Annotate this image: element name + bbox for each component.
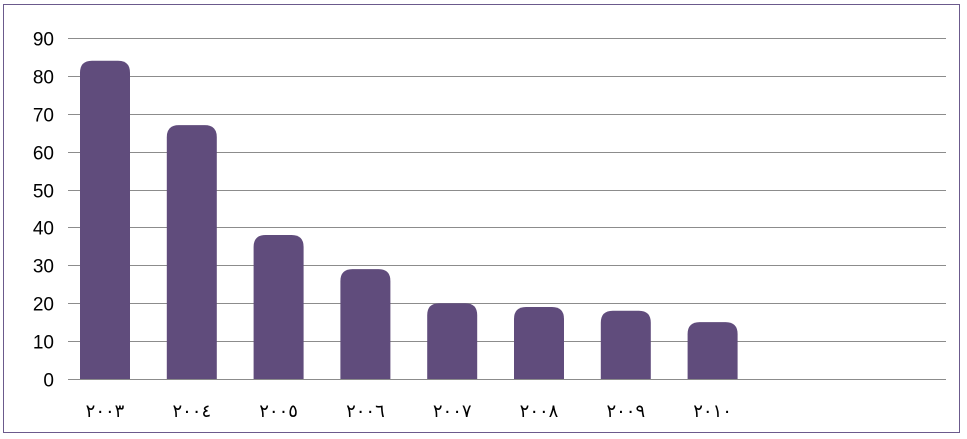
x-category-label: ٢٠٠٨ [520,401,559,422]
bar-3 [340,269,391,379]
y-tick-label: 20 [33,295,54,316]
y-tick-label: 40 [33,219,54,240]
x-category-label: ٢٠٠٥ [259,401,298,422]
x-category-label: ٢٠٠٧ [433,401,472,422]
y-tick-label: 60 [33,144,54,165]
bar-0 [80,60,130,379]
bar-2 [253,235,304,379]
x-category-label: ٢٠٠٦ [346,401,385,422]
x-category-label: ٢٠٠٤ [172,401,211,422]
bar-1 [166,125,217,380]
y-tick-label: 80 [33,68,54,89]
bar-6 [600,310,651,379]
x-category-label: ٢٠١٠ [693,401,732,422]
y-tick-label: 0 [43,371,54,392]
chart-frame [3,4,960,433]
x-category-label: ٢٠٠٣ [86,401,125,422]
y-axis-ticks: 0 10 20 30 40 50 60 70 80 90 [33,30,54,392]
bar-7 [687,322,738,379]
bar-5 [514,307,564,379]
y-tick-label: 90 [33,30,54,51]
x-axis-categories: ٢٠٠٣ ٢٠٠٤ ٢٠٠٥ ٢٠٠٦ ٢٠٠٧ ٢٠٠٨ ٢٠٠٩ ٢٠١٠ [86,401,732,422]
y-tick-label: 10 [33,333,54,354]
y-tick-label: 30 [33,257,54,278]
bars [80,60,738,380]
bar-4 [427,303,478,379]
x-category-label: ٢٠٠٩ [606,401,645,422]
y-tick-label: 70 [33,106,54,127]
y-tick-label: 50 [33,182,54,203]
